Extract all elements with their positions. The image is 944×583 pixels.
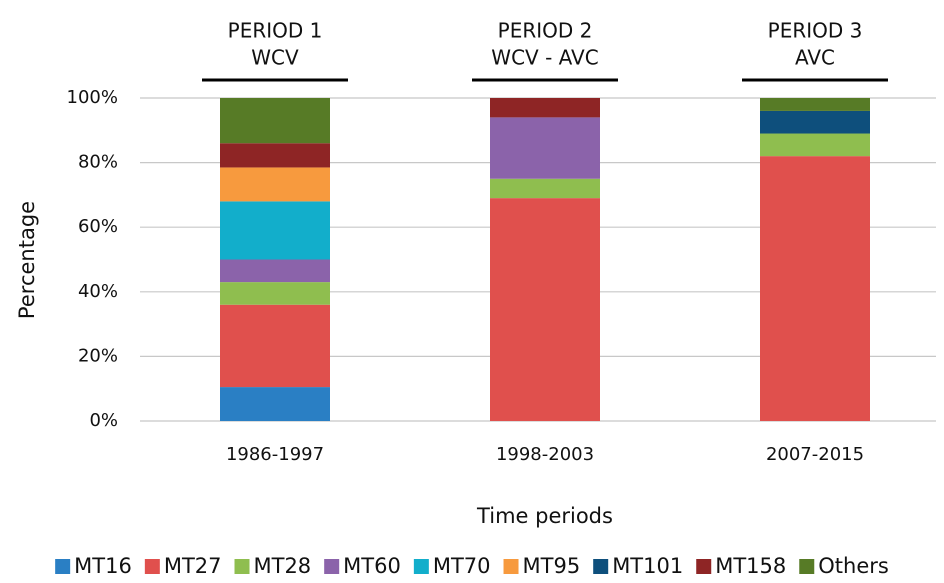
legend-swatch — [324, 559, 340, 574]
bar-segment — [490, 178, 600, 199]
period-header: PERIOD 1 — [228, 19, 323, 43]
legend-swatch — [799, 559, 815, 574]
legend-swatch — [144, 559, 160, 574]
bar-segment — [220, 167, 330, 202]
y-tick-label: 60% — [78, 216, 118, 237]
legend-swatch — [593, 559, 609, 574]
bar-segment — [220, 259, 330, 283]
bar-segment — [490, 98, 600, 118]
legend-swatch — [503, 559, 519, 574]
bar-segment — [220, 304, 330, 388]
legend-label: MT101 — [612, 554, 683, 578]
bar-segment — [760, 98, 870, 111]
y-tick-label: 0% — [89, 410, 118, 431]
period-header: PERIOD 3 — [768, 19, 863, 43]
bar-segment — [490, 117, 600, 179]
y-tick-label: 20% — [78, 345, 118, 366]
bar-segment — [220, 282, 330, 305]
y-tick-label: 80% — [78, 152, 118, 173]
period-header: WCV — [251, 46, 299, 70]
legend-swatch — [696, 559, 712, 574]
bar-segment — [760, 133, 870, 157]
period-header: PERIOD 2 — [498, 19, 593, 43]
bar-segment — [220, 201, 330, 260]
x-tick-label: 1986-1997 — [226, 444, 324, 465]
bar-segment — [220, 98, 330, 144]
legend-label: MT95 — [523, 554, 581, 578]
y-tick-label: 100% — [67, 87, 118, 108]
legend-swatch — [413, 559, 429, 574]
x-tick-label: 1998-2003 — [496, 444, 594, 465]
y-axis-label: Percentage — [15, 201, 39, 319]
legend-label: MT16 — [74, 554, 132, 578]
y-tick-label: 40% — [78, 281, 118, 302]
legend-label: MT60 — [343, 554, 401, 578]
period-header: AVC — [795, 46, 835, 70]
period-header: WCV - AVC — [491, 46, 598, 70]
x-axis-label: Time periods — [476, 504, 613, 528]
legend-label: MT27 — [164, 554, 222, 578]
bar-segment — [760, 156, 870, 421]
x-tick-label: 2007-2015 — [766, 444, 864, 465]
legend-swatch — [234, 559, 250, 574]
bar-segment — [490, 198, 600, 421]
legend-swatch — [55, 559, 71, 574]
legend-label: Others — [818, 554, 889, 578]
legend-label: MT70 — [433, 554, 491, 578]
legend-label: MT158 — [715, 554, 786, 578]
legend-label: MT28 — [254, 554, 312, 578]
bar-segment — [220, 387, 330, 421]
bar-segment — [220, 143, 330, 168]
bar-segment — [760, 110, 870, 134]
